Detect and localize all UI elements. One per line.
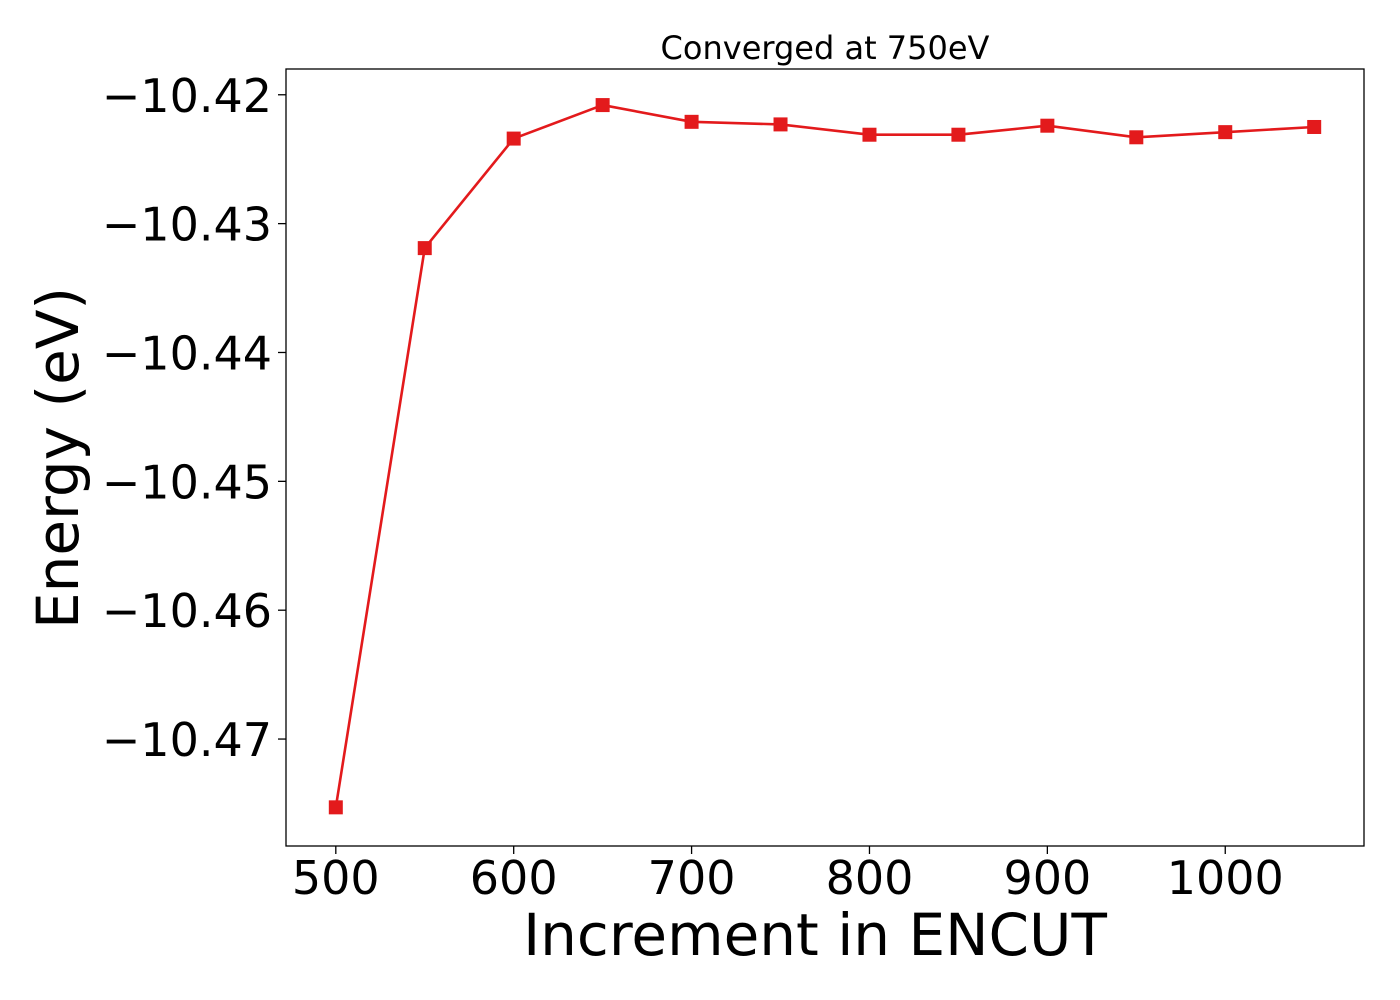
data-point-marker [506,131,521,146]
y-tick-label: −10.45 [102,455,272,509]
data-point-marker [328,800,343,815]
y-tick-label: −10.46 [102,584,272,638]
data-point-marker [1040,118,1055,133]
chart-title: Converged at 750eV [661,29,990,67]
data-point-marker [773,117,788,132]
x-tick-label: 500 [292,851,380,905]
data-point-marker [595,98,610,113]
x-tick-label: 800 [826,851,914,905]
y-tick-label: −10.47 [102,713,272,767]
x-tick-label: 600 [470,851,558,905]
data-point-marker [1218,125,1233,140]
data-point-marker [684,114,699,129]
y-tick-label: −10.44 [102,326,272,380]
x-tick-label: 700 [648,851,736,905]
data-point-marker [862,127,877,142]
x-tick-label: 900 [1003,851,1091,905]
series-layer [328,98,1322,815]
x-axis-label: Increment in ENCUT [523,901,1107,969]
series-line [334,103,1315,808]
data-point-marker [417,241,432,256]
y-tick-label: −10.43 [102,198,272,252]
x-axis-ticks: 500 600 700 800 900 1000 [292,846,1284,905]
data-point-marker [1129,130,1144,145]
y-axis-ticks: −10.42 −10.43 −10.44 −10.45 −10.46 −10.47 [102,69,286,767]
plot-frame [285,68,1365,847]
data-point-marker [1307,119,1322,134]
y-tick-label: −10.42 [102,69,272,123]
x-tick-label: 1000 [1167,851,1284,905]
data-point-marker [951,127,966,142]
y-axis-label: Energy (eV) [24,287,92,629]
